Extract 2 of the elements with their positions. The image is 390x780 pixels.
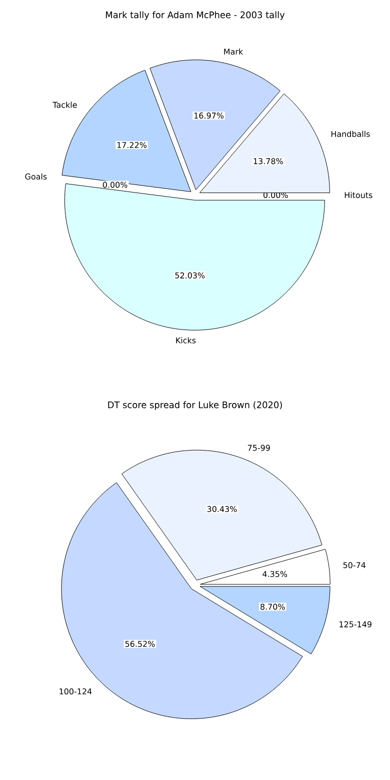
chart-title: DT score spread for Luke Brown (2020)	[108, 401, 282, 410]
chart-title: Mark tally for Adam McPhee - 2003 tally	[106, 11, 285, 20]
